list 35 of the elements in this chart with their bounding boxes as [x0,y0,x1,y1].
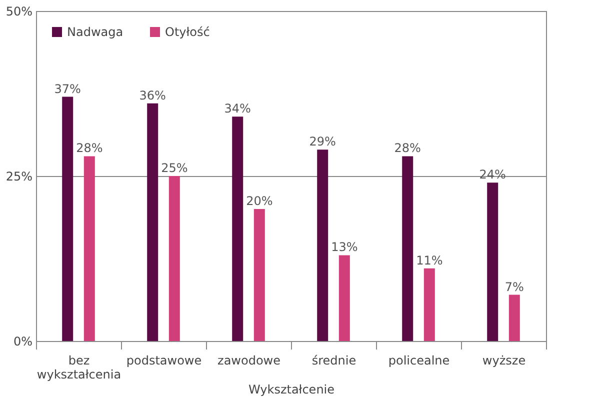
data-label: 37% [54,82,81,96]
bar [168,176,180,341]
x-tick-label: policealne [388,354,450,368]
data-label: 20% [246,194,273,208]
bar [254,209,265,341]
data-label: 25% [161,161,188,175]
data-label: 34% [224,102,251,116]
legend-label: Nadwaga [67,25,124,39]
bar [317,150,328,341]
data-label: 7% [504,280,524,294]
x-tick-label: bez wykształcenia [36,354,122,382]
bar [338,255,350,341]
data-label: 13% [331,240,358,254]
x-tick-label: zawodowe [218,354,280,368]
bar [424,268,435,341]
data-label: 11% [416,253,443,268]
y-tick-label: 0% [13,334,32,348]
bar [232,116,244,341]
x-axis-title: Wykształcenie [248,382,335,396]
x-tick-label: podstawowe [126,354,202,368]
x-tick-label: średnie [312,354,356,368]
bar [487,182,498,341]
bar [62,96,74,341]
data-label: 28% [76,141,103,156]
bar [508,294,520,341]
bar [147,103,158,341]
data-label: 29% [309,134,336,149]
bar [84,156,95,341]
data-label: 28% [394,141,421,156]
data-label: 36% [139,88,166,102]
y-tick-label: 50% [6,4,32,18]
legend-label: Otyłość [165,25,210,39]
bar [402,156,414,341]
x-tick-label: wyższe [482,354,526,368]
y-tick-label: 25% [6,170,32,184]
